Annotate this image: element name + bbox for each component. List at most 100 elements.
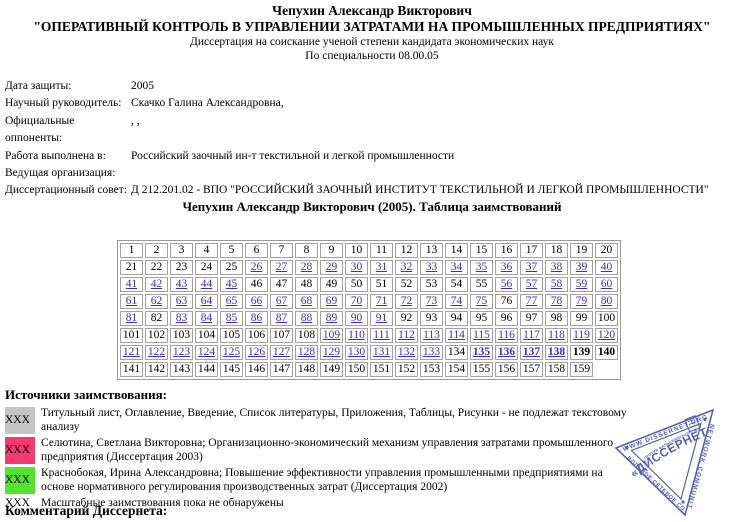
page-cell-link[interactable]: 63: [175, 295, 188, 307]
page-cell[interactable]: 138: [545, 345, 568, 360]
page-cell[interactable]: 116: [495, 328, 518, 343]
page-cell[interactable]: 43: [170, 277, 193, 292]
page-cell-link[interactable]: 91: [375, 312, 388, 324]
page-cell-link[interactable]: 69: [325, 295, 338, 307]
page-cell-link[interactable]: 64: [200, 295, 213, 307]
page-cell[interactable]: 65: [220, 294, 243, 309]
page-cell-link[interactable]: 126: [247, 346, 266, 358]
page-cell-link[interactable]: 137: [522, 346, 541, 358]
page-cell-link[interactable]: 43: [175, 278, 188, 290]
page-cell[interactable]: 79: [570, 294, 593, 309]
page-cell-link[interactable]: 110: [348, 329, 365, 341]
page-cell[interactable]: 109: [320, 328, 343, 343]
page-cell-link[interactable]: 34: [450, 261, 463, 273]
page-cell[interactable]: 34: [445, 260, 468, 275]
page-cell-link[interactable]: 116: [498, 329, 515, 341]
page-cell-link[interactable]: 40: [600, 261, 613, 273]
page-cell-link[interactable]: 72: [400, 295, 413, 307]
page-cell[interactable]: 69: [320, 294, 343, 309]
page-cell-link[interactable]: 65: [225, 295, 238, 307]
page-cell[interactable]: 56: [495, 277, 518, 292]
page-cell[interactable]: 37: [520, 260, 543, 275]
page-cell-link[interactable]: 83: [175, 312, 188, 324]
page-cell-link[interactable]: 45: [225, 278, 238, 290]
page-cell[interactable]: 68: [295, 294, 318, 309]
page-cell[interactable]: 70: [345, 294, 368, 309]
page-cell[interactable]: 30: [345, 260, 368, 275]
page-cell[interactable]: 132: [395, 345, 418, 360]
page-cell-link[interactable]: 131: [372, 346, 391, 358]
page-cell-link[interactable]: 59: [575, 278, 588, 290]
page-cell[interactable]: 31: [370, 260, 393, 275]
page-cell[interactable]: 113: [420, 328, 443, 343]
page-cell-link[interactable]: 33: [425, 261, 438, 273]
page-cell[interactable]: 130: [345, 345, 368, 360]
page-cell-link[interactable]: 79: [575, 295, 588, 307]
page-cell[interactable]: 114: [445, 328, 468, 343]
page-cell[interactable]: 121: [120, 345, 143, 360]
page-cell[interactable]: 85: [220, 311, 243, 326]
page-cell[interactable]: 122: [145, 345, 168, 360]
page-cell[interactable]: 75: [470, 294, 493, 309]
page-cell[interactable]: 80: [595, 294, 618, 309]
page-cell[interactable]: 71: [370, 294, 393, 309]
page-cell[interactable]: 91: [370, 311, 393, 326]
page-cell[interactable]: 38: [545, 260, 568, 275]
page-cell[interactable]: 60: [595, 277, 618, 292]
page-cell[interactable]: 84: [195, 311, 218, 326]
page-cell[interactable]: 40: [595, 260, 618, 275]
page-cell-link[interactable]: 57: [525, 278, 538, 290]
page-cell[interactable]: 78: [545, 294, 568, 309]
page-cell[interactable]: 59: [570, 277, 593, 292]
page-cell[interactable]: 117: [520, 328, 543, 343]
page-cell-link[interactable]: 37: [525, 261, 538, 273]
page-cell-link[interactable]: 132: [397, 346, 416, 358]
page-cell-link[interactable]: 29: [325, 261, 338, 273]
page-cell-link[interactable]: 36: [500, 261, 513, 273]
page-cell[interactable]: 133: [420, 345, 443, 360]
page-cell[interactable]: 61: [120, 294, 143, 309]
page-cell[interactable]: 63: [170, 294, 193, 309]
page-cell[interactable]: 74: [445, 294, 468, 309]
page-cell[interactable]: 131: [370, 345, 393, 360]
page-cell[interactable]: 27: [270, 260, 293, 275]
page-cell-link[interactable]: 121: [122, 346, 141, 358]
page-cell[interactable]: 44: [195, 277, 218, 292]
page-cell-link[interactable]: 74: [450, 295, 463, 307]
page-cell-link[interactable]: 28: [300, 261, 313, 273]
page-cell-link[interactable]: 70: [350, 295, 363, 307]
page-cell[interactable]: 83: [170, 311, 193, 326]
page-cell-link[interactable]: 127: [272, 346, 291, 358]
page-cell[interactable]: 73: [420, 294, 443, 309]
page-cell-link[interactable]: 129: [322, 346, 341, 358]
page-cell-link[interactable]: 118: [548, 329, 565, 341]
page-cell[interactable]: 72: [395, 294, 418, 309]
page-cell-link[interactable]: 130: [347, 346, 366, 358]
page-cell[interactable]: 137: [520, 345, 543, 360]
page-cell-link[interactable]: 133: [422, 346, 441, 358]
page-cell[interactable]: 128: [295, 345, 318, 360]
page-cell[interactable]: 66: [245, 294, 268, 309]
page-cell[interactable]: 86: [245, 311, 268, 326]
page-cell[interactable]: 58: [545, 277, 568, 292]
page-cell-link[interactable]: 32: [400, 261, 413, 273]
page-cell-link[interactable]: 60: [600, 278, 613, 290]
page-cell[interactable]: 119: [570, 328, 593, 343]
page-cell-link[interactable]: 61: [125, 295, 138, 307]
page-cell-link[interactable]: 85: [225, 312, 238, 324]
page-cell[interactable]: 112: [395, 328, 418, 343]
page-cell-link[interactable]: 81: [125, 312, 138, 324]
page-cell[interactable]: 26: [245, 260, 268, 275]
page-cell-link[interactable]: 44: [200, 278, 213, 290]
page-cell-link[interactable]: 128: [297, 346, 316, 358]
page-cell[interactable]: 81: [120, 311, 143, 326]
page-cell-link[interactable]: 66: [250, 295, 263, 307]
page-cell-link[interactable]: 89: [325, 312, 338, 324]
page-cell-link[interactable]: 84: [200, 312, 213, 324]
page-cell[interactable]: 129: [320, 345, 343, 360]
page-cell[interactable]: 42: [145, 277, 168, 292]
page-cell-link[interactable]: 120: [597, 329, 616, 341]
page-cell[interactable]: 126: [245, 345, 268, 360]
page-cell-link[interactable]: 114: [448, 329, 465, 341]
page-cell-link[interactable]: 56: [500, 278, 513, 290]
